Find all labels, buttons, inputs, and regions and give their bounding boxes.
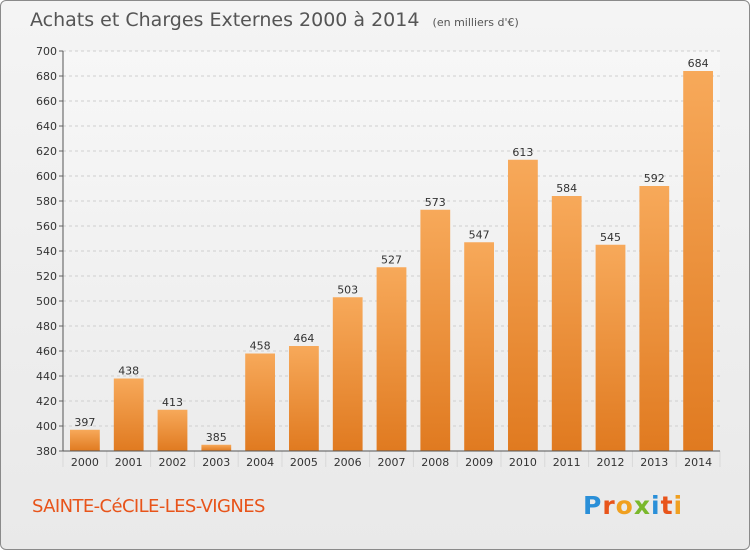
data-label: 684 [688,57,709,70]
data-label: 592 [644,172,665,185]
bar [376,267,407,451]
y-tick-label: 420 [36,395,57,408]
data-label: 464 [293,332,314,345]
x-tick-label: 2005 [290,456,318,469]
bar [113,378,144,451]
y-tick-label: 680 [36,70,57,83]
bar [508,159,538,451]
x-tick-label: 2000 [71,456,99,469]
y-tick-label: 460 [36,345,57,358]
logo-letter: i [651,491,661,520]
logo-letter: i [673,491,684,520]
data-label: 613 [512,146,533,159]
x-tick-label: 2012 [597,456,625,469]
x-tick-label: 2002 [159,456,187,469]
data-label: 547 [469,228,490,241]
data-label: 503 [337,283,358,296]
y-tick-label: 400 [36,420,57,433]
logo-letter: r [602,491,616,520]
bar [639,186,670,451]
bars: 397 438 413 385 458 464 503 527 573 547 613 584 545 5… [70,57,713,451]
data-label: 397 [74,416,95,429]
bar [683,71,713,451]
x-tick-label: 2001 [115,456,143,469]
x-tick-label: 2008 [421,456,449,469]
bar [289,346,319,451]
proxiti-logo: Proxiti [583,491,683,520]
y-tick-label: 660 [36,95,57,108]
y-tick-label: 580 [36,195,57,208]
data-label: 573 [425,196,446,209]
bar [245,353,275,451]
chart-title: Achats et Charges Externes 2000 à 2014 [30,9,420,31]
data-label: 584 [556,182,577,195]
logo-letter: x [633,491,651,520]
data-label: 438 [118,365,139,378]
x-tick-label: 2009 [465,456,493,469]
axes: 380 400 420 440 460 480 500 520 540 560 580 600 620 6… [36,45,720,469]
bar [595,244,626,451]
bar [464,242,494,451]
y-tick-label: 480 [36,320,57,333]
y-tick-label: 500 [36,295,57,308]
x-tick-label: 2011 [553,456,581,469]
y-tick-label: 600 [36,170,57,183]
logo-letter: t [660,491,674,520]
logo-letter: o [615,491,634,520]
data-label: 413 [162,396,183,409]
y-tick-label: 560 [36,220,57,233]
bar [551,196,582,451]
x-tick-label: 2003 [202,456,230,469]
x-tick-label: 2010 [509,456,537,469]
title-row: Achats et Charges Externes 2000 à 2014 (… [30,9,519,31]
y-tick-label: 520 [36,270,57,283]
data-label: 458 [250,340,271,353]
y-tick-label: 440 [36,370,57,383]
bar [201,444,232,451]
bar [157,409,188,451]
chart-unit: (en milliers d'€) [432,16,519,29]
bar [70,429,100,451]
y-tick-label: 540 [36,245,57,258]
x-tick-label: 2014 [684,456,712,469]
logo-letter: P [583,491,603,520]
x-tick-label: 2007 [378,456,406,469]
y-tick-label: 380 [36,445,57,458]
bar [420,209,451,451]
data-label: 545 [600,231,621,244]
y-tick-label: 640 [36,120,57,133]
x-tick-label: 2006 [334,456,362,469]
city-name: SAINTE-CéCILE-LES-VIGNES [32,496,265,517]
x-tick-label: 2004 [246,456,274,469]
x-tick-label: 2013 [640,456,668,469]
y-tick-label: 620 [36,145,57,158]
bar [332,297,363,451]
y-tick-label: 700 [36,45,57,58]
data-label: 385 [206,431,227,444]
data-label: 527 [381,253,402,266]
